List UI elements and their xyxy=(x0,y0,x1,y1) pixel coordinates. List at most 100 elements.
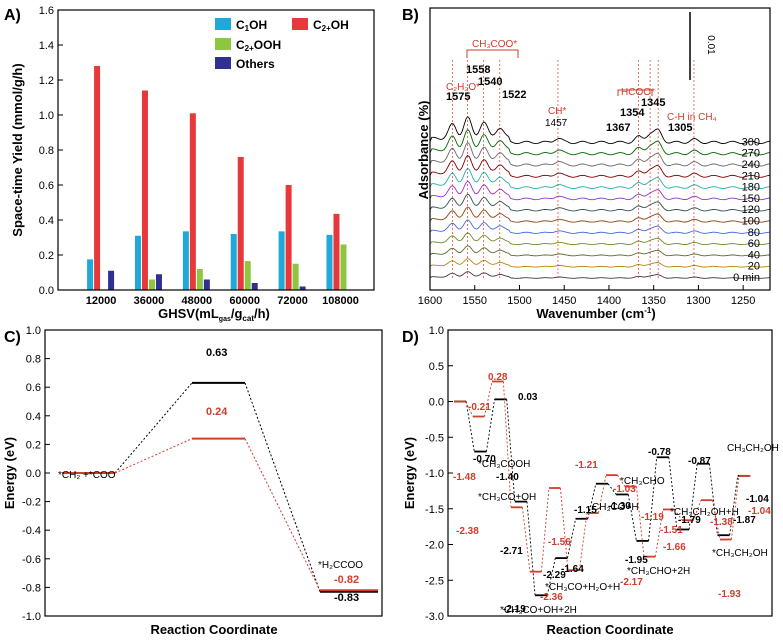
time-label: 20 xyxy=(748,261,760,273)
panel-d-x-label: Reaction Coordinate xyxy=(546,622,673,637)
energy-label-red: -1.93 xyxy=(718,589,741,600)
bar-others-36000 xyxy=(155,274,162,290)
connector-red-13 xyxy=(692,500,702,521)
legend-swatch-c2ooh xyxy=(215,38,231,50)
connector-black-4 xyxy=(526,501,536,596)
panel-d-y-label: Energy (eV) xyxy=(402,437,417,509)
panel-b-x-ticks: 1600 1550 1500 1450 1400 1350 1300 1250 xyxy=(418,285,755,307)
species-ch3co-h: CH₃CO+H xyxy=(592,502,639,513)
panel-b-frame xyxy=(429,7,771,291)
panel-b-label: B) xyxy=(402,7,419,24)
time-label: 80 xyxy=(748,227,760,239)
y-tick-label: 0.2 xyxy=(39,250,54,262)
bar-c1oh-48000 xyxy=(182,231,189,290)
panel-c-y-label: Energy (eV) xyxy=(2,437,17,509)
panel-b-annotations: CH₃COO* C₂H₃O* CH* HCOO* C-H in CH₄ 1575… xyxy=(446,39,717,134)
bar-c1oh-12000 xyxy=(87,259,94,290)
bar-others-48000 xyxy=(203,279,210,290)
y-tick-label: -3.0 xyxy=(425,611,444,623)
trace-300 xyxy=(429,115,771,145)
y-tick-label: -2.5 xyxy=(425,575,444,587)
y-tick-label: 0.4 xyxy=(26,411,41,423)
legend-label-c2oh: C2+OH xyxy=(313,18,349,33)
time-label: 210 xyxy=(742,170,760,182)
panel-d-species: *CH₃COOH *CH₃CO+OH *CH₃CO+OH+2H *CH₃CO+H… xyxy=(478,443,779,616)
energy-label-red: -1.38 xyxy=(710,517,733,528)
ch3coo-bracket xyxy=(466,49,519,58)
label-end-red: -0.82 xyxy=(334,574,359,586)
time-label: 100 xyxy=(742,216,760,228)
energy-label-black: -1.40 xyxy=(496,472,519,483)
connector-black-11 xyxy=(668,457,678,530)
energy-label-black: -2.29 xyxy=(543,570,566,581)
time-label: 150 xyxy=(742,193,760,205)
energy-label-red: -2.17 xyxy=(620,577,643,588)
energy-label-black: -1.64 xyxy=(561,564,584,575)
connector-red-4 xyxy=(521,507,531,572)
peak-1575: 1575 xyxy=(446,91,470,103)
connector-red-14 xyxy=(711,500,721,540)
annotation-ch: CH* xyxy=(548,106,566,117)
y-tick-label: 1.0 xyxy=(39,110,54,122)
bar-others-72000 xyxy=(299,286,306,290)
trace-80 xyxy=(429,219,771,234)
legend-swatch-c1oh xyxy=(215,18,231,30)
species-ch3ch2oh-top: CH₃CH₂OH xyxy=(727,443,779,454)
bar-c2-oh-108000 xyxy=(333,213,340,290)
trace-150 xyxy=(429,180,771,201)
y-tick-label: -1.5 xyxy=(425,504,444,516)
annotation-ch-in-ch4: C-H in CH₄ xyxy=(667,112,717,123)
energy-label-black: 0.03 xyxy=(518,392,538,403)
connector-red-8 xyxy=(597,475,607,514)
time-label: 300 xyxy=(742,136,760,148)
panel-c: C) -1.0 -0.8 -0.6 -0.4 -0.2 0.0 0.2 0.4 0.6 0.8 1.… xyxy=(2,325,383,637)
time-label: 240 xyxy=(742,159,760,171)
x-tick-label: 60000 xyxy=(229,295,260,307)
bar-c2-ooh-72000 xyxy=(292,263,299,290)
y-tick-label: -0.4 xyxy=(22,525,41,537)
y-tick-label: 1.2 xyxy=(39,75,54,87)
connector-red-6 xyxy=(559,487,569,571)
trace-0-min xyxy=(429,271,771,279)
x-tick-label: 1450 xyxy=(552,295,576,307)
x-tick-label: 1600 xyxy=(418,295,442,307)
energy-label-black: -0.87 xyxy=(688,456,711,467)
peak-1345: 1345 xyxy=(641,97,665,109)
hcoo-bracket xyxy=(617,89,653,96)
energy-label-black: -2.71 xyxy=(500,546,523,557)
panel-a-y-label: Space-time Yield (mmol/g/h) xyxy=(10,63,25,236)
connector-red-1 xyxy=(244,438,321,591)
connector-black-1 xyxy=(244,382,321,592)
connector-black-0 xyxy=(114,382,193,474)
panel-a-label: A) xyxy=(4,7,21,24)
y-tick-label: 0.6 xyxy=(26,382,41,394)
bar-c2-ooh-36000 xyxy=(148,279,155,290)
connector-red-3 xyxy=(502,381,512,508)
bar-c2-ooh-60000 xyxy=(244,261,251,290)
energy-label-red: -1.56 xyxy=(548,537,571,548)
species-ch3cho: *CH₃CHO xyxy=(620,476,665,487)
trace-270 xyxy=(429,128,771,156)
label-ts-red: 0.24 xyxy=(206,406,228,418)
trace-210 xyxy=(429,154,771,178)
y-tick-label: -2.0 xyxy=(425,540,444,552)
bar-c1oh-36000 xyxy=(134,235,141,290)
panel-c-plot xyxy=(62,381,378,593)
scale-bar-label: 0.01 xyxy=(705,35,716,55)
panel-d-y-ticks: -3.0 -2.5 -2.0 -1.5 -1.0 -0.5 0.0 0.5 1.0 xyxy=(425,325,453,623)
panel-c-y-ticks: -1.0 -0.8 -0.6 -0.4 -0.2 0.0 0.2 0.4 0.6 0.8 1.0 xyxy=(22,325,50,623)
bar-c1oh-108000 xyxy=(326,234,333,290)
energy-label-red: -1.21 xyxy=(575,460,598,471)
trace-240 xyxy=(429,141,771,167)
legend-label-c2ooh: C2+OOH xyxy=(236,38,281,53)
y-tick-label: -0.6 xyxy=(22,554,41,566)
energy-label-black: -1.04 xyxy=(746,494,769,505)
x-tick-label: 1250 xyxy=(731,295,755,307)
x-tick-label: 1300 xyxy=(686,295,710,307)
x-tick-label: 48000 xyxy=(182,295,213,307)
connector-black-2 xyxy=(485,399,495,452)
annotation-ch3coo: CH₃COO* xyxy=(472,39,517,50)
y-tick-label: 0.8 xyxy=(26,354,41,366)
panel-c-x-label: Reaction Coordinate xyxy=(150,622,277,637)
panel-d: D) -3.0 -2.5 -2.0 -1.5 -1.0 -0.5 0.0 0.5 1.0 0.0… xyxy=(402,325,779,637)
